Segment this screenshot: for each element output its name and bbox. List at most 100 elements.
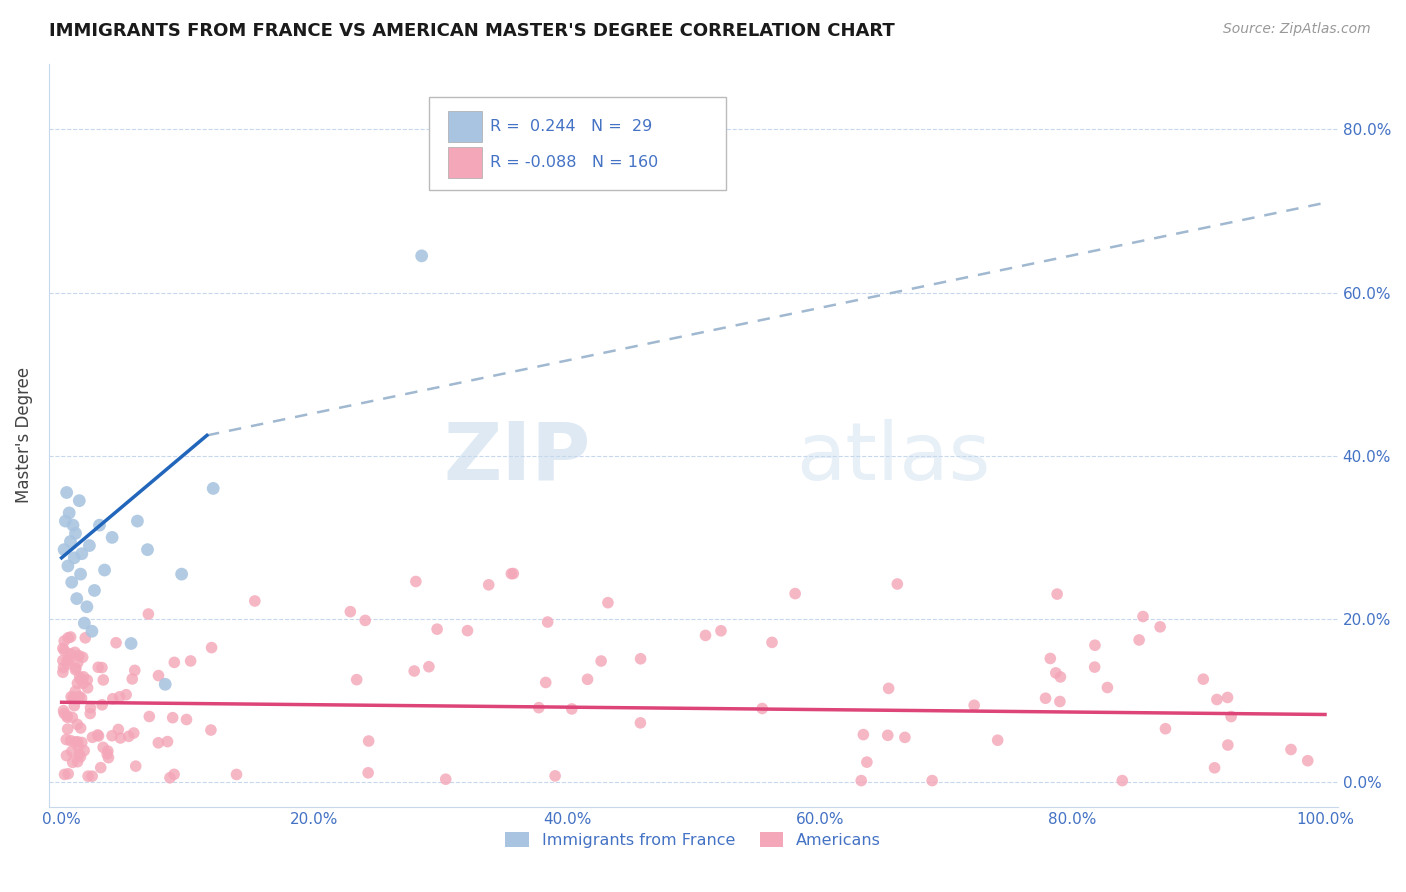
Point: [67, 747, 90, 762]
Point: [148, 668, 170, 682]
Point: [695, 628, 717, 642]
Point: [83, 583, 105, 598]
Point: [963, 698, 986, 713]
Point: [52, 665, 75, 680]
Point: [120, 636, 142, 650]
Point: [877, 681, 900, 696]
Point: [243, 594, 266, 608]
Point: [66, 755, 89, 769]
Point: [97, 750, 120, 764]
Point: [101, 691, 124, 706]
Point: [127, 514, 149, 528]
Point: [66, 656, 89, 670]
Point: [65, 663, 87, 677]
Point: [101, 530, 124, 544]
Point: [55, 485, 77, 500]
Point: [77, 769, 100, 783]
Point: [90, 660, 112, 674]
Point: [67, 648, 90, 663]
Point: [544, 769, 567, 783]
Point: [751, 701, 773, 715]
Point: [1049, 670, 1071, 684]
Point: [87, 729, 110, 743]
Point: [163, 767, 186, 781]
Point: [69, 567, 91, 582]
Point: [163, 656, 186, 670]
Point: [1128, 632, 1150, 647]
Y-axis label: Master's Degree: Master's Degree: [15, 368, 32, 503]
Point: [1111, 773, 1133, 788]
Point: [1097, 681, 1119, 695]
Point: [852, 728, 875, 742]
Point: [202, 482, 225, 496]
Point: [1046, 587, 1069, 601]
Point: [62, 518, 84, 533]
Point: [138, 709, 160, 723]
Point: [79, 706, 101, 721]
Point: [55, 732, 77, 747]
Point: [1132, 609, 1154, 624]
Point: [121, 672, 143, 686]
Point: [73, 743, 96, 757]
Point: [1084, 660, 1107, 674]
Point: [537, 615, 560, 629]
Point: [56, 710, 79, 724]
Point: [72, 676, 94, 690]
Point: [596, 596, 619, 610]
Point: [70, 691, 93, 706]
Point: [89, 518, 111, 533]
Point: [75, 631, 97, 645]
Point: [65, 661, 87, 675]
Point: [56, 657, 79, 671]
FancyBboxPatch shape: [429, 97, 725, 190]
Point: [60, 575, 83, 590]
Point: [354, 614, 377, 628]
Point: [70, 547, 93, 561]
Point: [91, 698, 114, 712]
Point: [76, 673, 98, 687]
Point: [411, 249, 433, 263]
Point: [225, 767, 247, 781]
Point: [66, 676, 89, 690]
Point: [118, 729, 141, 743]
Point: [346, 673, 368, 687]
Point: [478, 578, 501, 592]
Point: [82, 731, 104, 745]
Point: [59, 647, 82, 661]
Point: [1216, 690, 1239, 705]
Point: [56, 558, 79, 573]
Point: [62, 756, 84, 770]
Point: [60, 710, 83, 724]
Legend: Immigrants from France, Americans: Immigrants from France, Americans: [499, 826, 887, 855]
Point: [67, 739, 90, 754]
Point: [894, 731, 917, 745]
Point: [63, 690, 86, 705]
Point: [136, 542, 159, 557]
Point: [72, 650, 94, 665]
Point: [1205, 692, 1227, 706]
Point: [73, 616, 96, 631]
Point: [58, 653, 80, 667]
FancyBboxPatch shape: [449, 147, 482, 178]
Point: [987, 733, 1010, 747]
Point: [53, 706, 76, 721]
Point: [426, 622, 449, 636]
Point: [56, 708, 79, 723]
Point: [886, 577, 908, 591]
Point: [52, 653, 75, 667]
Point: [339, 605, 361, 619]
Point: [200, 723, 222, 737]
Point: [63, 735, 86, 749]
Point: [101, 729, 124, 743]
Text: atlas: atlas: [796, 418, 991, 497]
Point: [79, 700, 101, 714]
Point: [52, 641, 75, 656]
Point: [82, 769, 104, 783]
Point: [1035, 691, 1057, 706]
Point: [785, 586, 807, 600]
Point: [200, 640, 222, 655]
Point: [159, 771, 181, 785]
Point: [67, 690, 90, 704]
Point: [105, 636, 128, 650]
Point: [56, 631, 79, 645]
